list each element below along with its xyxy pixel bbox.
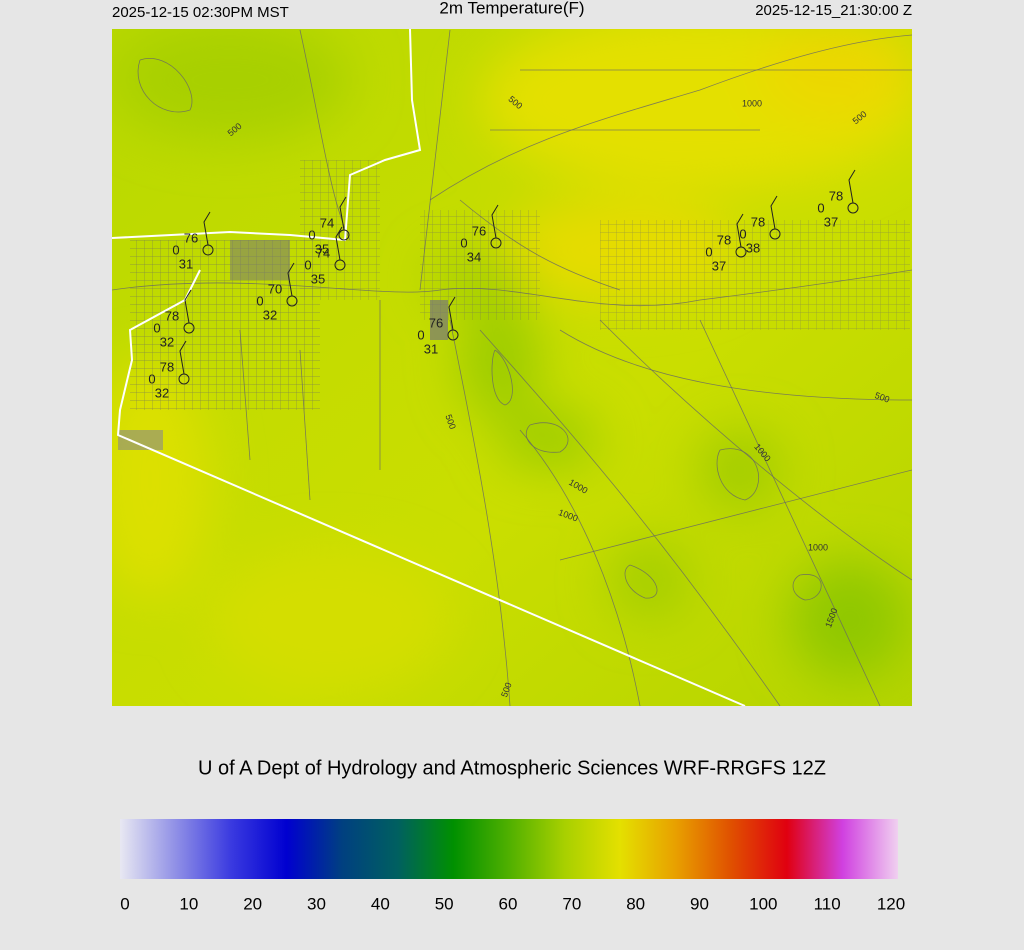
wind-barb: [448, 296, 456, 331]
wind-barb: [491, 204, 499, 239]
contour-label: 1000: [808, 542, 828, 552]
contour-label: 500: [443, 413, 458, 431]
colorbar: [120, 819, 898, 879]
station-temp: 78: [165, 308, 179, 323]
station-wind: 0: [256, 293, 263, 308]
station: 74 035: [308, 196, 350, 256]
station: 76 034: [460, 204, 502, 264]
colorbar-tick-label: 120: [877, 894, 905, 913]
station-temp: 76: [472, 223, 486, 238]
station-wind: 0: [172, 242, 179, 257]
station-dew: 31: [179, 256, 193, 271]
wind-barb: [736, 213, 744, 248]
colorbar-tick-label: 50: [435, 894, 454, 913]
colorbar-tick-label: 30: [307, 894, 326, 913]
wind-barb: [184, 289, 192, 324]
station-temp: 74: [316, 245, 330, 260]
station-dew: 38: [746, 240, 760, 255]
station: 78 037: [817, 169, 859, 229]
station-temp: 78: [829, 188, 843, 203]
station-wind: 0: [153, 320, 160, 335]
station-dew: 35: [315, 241, 329, 256]
station-dew: 37: [824, 214, 838, 229]
station-dew: 37: [712, 258, 726, 273]
station: 78 032: [148, 340, 190, 400]
station-dew: 34: [467, 249, 481, 264]
colorbar-tick-label: 70: [562, 894, 581, 913]
contour-label: 500: [499, 681, 514, 699]
colorbar-tick-label: 100: [749, 894, 777, 913]
colorbar-tick-label: 110: [814, 894, 841, 913]
station: 78 032: [153, 289, 195, 349]
contour-label: 1000: [742, 98, 762, 108]
wind-barb: [770, 195, 778, 230]
station-dew: 35: [311, 271, 325, 286]
station-wind: 0: [460, 235, 467, 250]
station-dew: 32: [155, 385, 169, 400]
colorbar-tick-label: 20: [243, 894, 262, 913]
station-wind: 0: [417, 327, 424, 342]
colorbar-tick-label: 60: [499, 894, 518, 913]
colorbar-tick-label: 0: [120, 894, 129, 913]
station-temp: 70: [268, 281, 282, 296]
station-dew: 32: [160, 334, 174, 349]
wind-barb: [335, 226, 343, 261]
wind-barb: [287, 262, 295, 297]
station-temp: 78: [160, 359, 174, 374]
station-wind: 0: [705, 244, 712, 259]
station: 76 031: [172, 211, 214, 271]
station: 70 032: [256, 262, 298, 322]
map-title: 2m Temperature(F): [439, 0, 584, 17]
station-plots: 7603174035740357603470032760317803278032…: [148, 169, 859, 400]
station-wind: 0: [739, 226, 746, 241]
contour-label: 500: [873, 390, 891, 405]
wind-barb: [848, 169, 856, 204]
station: 78 038: [739, 195, 781, 255]
colorbar-tick-label: 40: [371, 894, 390, 913]
station-wind: 0: [308, 227, 315, 242]
valid-utc-time: 2025-12-15_21:30:00 Z: [755, 2, 912, 19]
station-temp: 76: [184, 230, 198, 245]
station-temp: 76: [429, 315, 443, 330]
station-wind: 0: [148, 371, 155, 386]
wind-barb: [203, 211, 211, 246]
station-temp: 78: [751, 214, 765, 229]
wind-barb: [179, 340, 187, 375]
station: 76 031: [417, 296, 459, 356]
colorbar-ticks: 0 10 20 30 40 50 60 70 80 90 100 110 120: [120, 894, 905, 913]
wind-barb: [339, 196, 347, 231]
colorbar-tick-label: 90: [690, 894, 709, 913]
colorbar-tick-label: 10: [179, 894, 198, 913]
station-dew: 31: [424, 341, 438, 356]
station-dew: 32: [263, 307, 277, 322]
colorbar-tick-label: 80: [626, 894, 645, 913]
credit-line: U of A Dept of Hydrology and Atmospheric…: [198, 757, 826, 779]
station-wind: 0: [817, 200, 824, 215]
valid-local-time: 2025-12-15 02:30PM MST: [112, 4, 289, 21]
station-temp: 74: [320, 215, 334, 230]
station-temp: 78: [717, 232, 731, 247]
station-wind: 0: [304, 257, 311, 272]
